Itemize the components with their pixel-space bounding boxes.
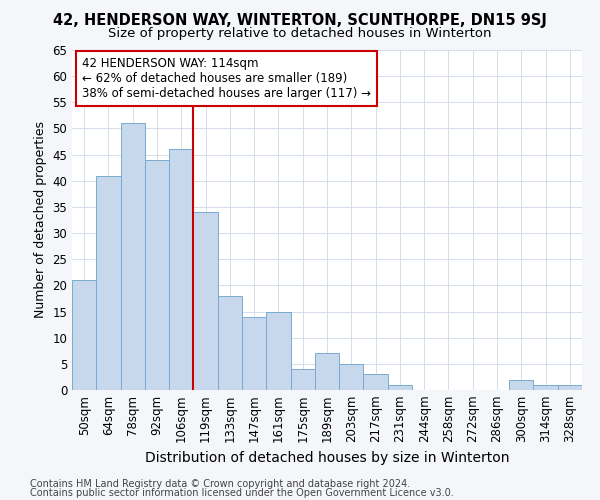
- Bar: [364, 374, 388, 390]
- Bar: [388, 385, 412, 390]
- Bar: [339, 364, 364, 390]
- Bar: [533, 385, 558, 390]
- Bar: [558, 385, 582, 390]
- Bar: [266, 312, 290, 390]
- Bar: [193, 212, 218, 390]
- Bar: [509, 380, 533, 390]
- Bar: [72, 280, 96, 390]
- X-axis label: Distribution of detached houses by size in Winterton: Distribution of detached houses by size …: [145, 451, 509, 465]
- Text: Contains HM Land Registry data © Crown copyright and database right 2024.: Contains HM Land Registry data © Crown c…: [30, 479, 410, 489]
- Bar: [315, 354, 339, 390]
- Bar: [96, 176, 121, 390]
- Bar: [242, 317, 266, 390]
- Bar: [218, 296, 242, 390]
- Text: 42, HENDERSON WAY, WINTERTON, SCUNTHORPE, DN15 9SJ: 42, HENDERSON WAY, WINTERTON, SCUNTHORPE…: [53, 12, 547, 28]
- Bar: [121, 123, 145, 390]
- Text: 42 HENDERSON WAY: 114sqm
← 62% of detached houses are smaller (189)
38% of semi-: 42 HENDERSON WAY: 114sqm ← 62% of detach…: [82, 57, 371, 100]
- Bar: [169, 150, 193, 390]
- Text: Contains public sector information licensed under the Open Government Licence v3: Contains public sector information licen…: [30, 488, 454, 498]
- Bar: [290, 369, 315, 390]
- Bar: [145, 160, 169, 390]
- Y-axis label: Number of detached properties: Number of detached properties: [34, 122, 47, 318]
- Text: Size of property relative to detached houses in Winterton: Size of property relative to detached ho…: [108, 28, 492, 40]
